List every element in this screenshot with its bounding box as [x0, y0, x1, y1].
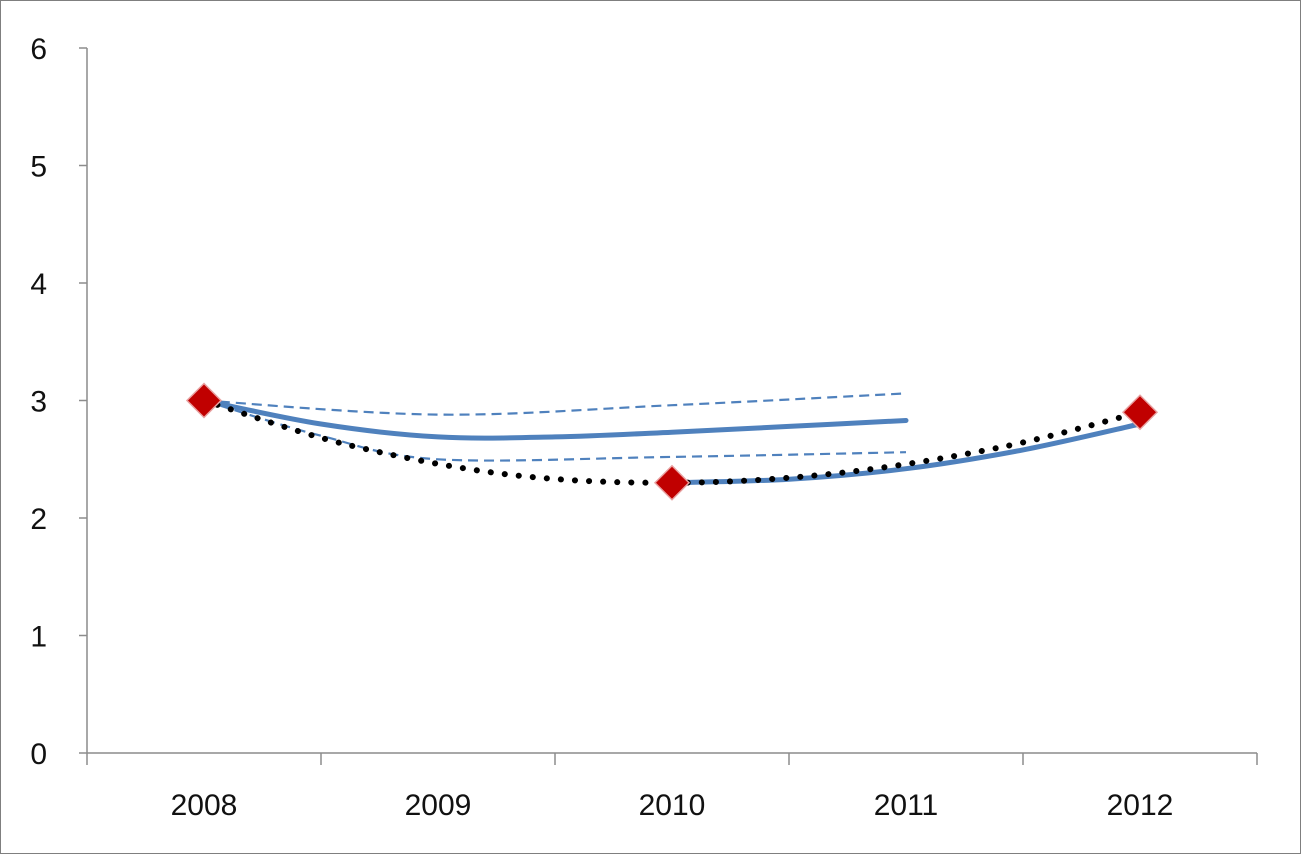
y-tick-label: 2	[30, 503, 47, 536]
y-tick-label: 6	[30, 33, 47, 66]
x-tick-label: 2009	[405, 789, 472, 822]
y-tick-label: 3	[30, 386, 47, 419]
dashed-series-line	[203, 399, 907, 462]
x-tick-label: 2008	[171, 789, 238, 822]
diamond-data-point	[653, 464, 691, 501]
diamond-data-point	[185, 382, 223, 419]
axes	[79, 47, 1258, 765]
series-markers	[185, 382, 1159, 501]
x-tick-label: 2011	[874, 789, 939, 822]
y-tick-label: 1	[30, 621, 47, 654]
y-tick-label: 0	[30, 738, 47, 771]
tick-labels: 0 1 2 3 4 5 6 2008 2009 2010 2011 2012	[30, 33, 1173, 822]
y-tick-label: 4	[30, 268, 47, 301]
solid-series-line	[669, 421, 1143, 486]
y-tick-label: 5	[30, 151, 47, 184]
dashed-series-line	[203, 392, 907, 416]
x-tick-label: 2010	[639, 789, 706, 822]
x-tick-label: 2012	[1107, 789, 1174, 822]
solid-series-line	[201, 398, 909, 441]
diamond-data-point	[1121, 394, 1159, 431]
